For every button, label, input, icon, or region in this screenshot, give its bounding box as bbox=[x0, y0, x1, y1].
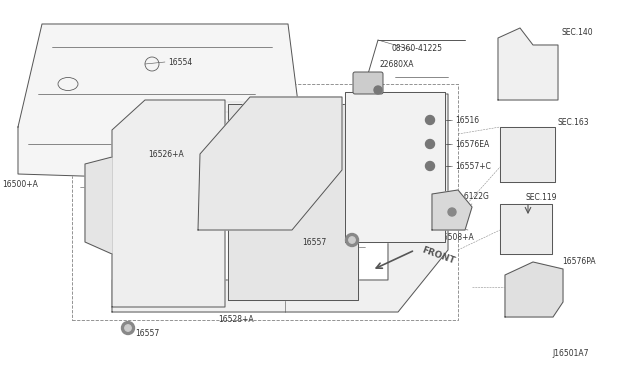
Text: SEC.119: SEC.119 bbox=[525, 192, 557, 202]
Text: 22680XA: 22680XA bbox=[380, 60, 415, 68]
Polygon shape bbox=[85, 157, 112, 254]
Text: 16576PA: 16576PA bbox=[562, 257, 596, 266]
Text: 16500+A: 16500+A bbox=[2, 180, 38, 189]
Polygon shape bbox=[505, 262, 563, 317]
Text: 08146-6122G: 08146-6122G bbox=[438, 192, 490, 201]
Text: SEC.163: SEC.163 bbox=[558, 118, 589, 126]
Circle shape bbox=[426, 161, 435, 170]
Text: SEC.140: SEC.140 bbox=[562, 28, 594, 36]
Polygon shape bbox=[500, 127, 555, 182]
Polygon shape bbox=[500, 204, 552, 254]
Text: J16501A7: J16501A7 bbox=[552, 350, 589, 359]
Polygon shape bbox=[112, 100, 225, 307]
Text: 16554: 16554 bbox=[168, 58, 192, 67]
Circle shape bbox=[346, 234, 358, 247]
Text: 16528+A: 16528+A bbox=[218, 315, 253, 324]
Text: 16546+A: 16546+A bbox=[268, 103, 304, 112]
Text: 16508+A: 16508+A bbox=[438, 232, 474, 241]
Circle shape bbox=[122, 321, 134, 334]
Text: 16576EA: 16576EA bbox=[455, 140, 489, 148]
Circle shape bbox=[374, 86, 382, 94]
Polygon shape bbox=[198, 97, 342, 230]
Circle shape bbox=[448, 208, 456, 216]
Polygon shape bbox=[18, 24, 302, 180]
Text: 16516: 16516 bbox=[455, 115, 479, 125]
FancyBboxPatch shape bbox=[353, 72, 383, 94]
Text: 16557: 16557 bbox=[135, 330, 159, 339]
Circle shape bbox=[426, 115, 435, 125]
Polygon shape bbox=[345, 92, 445, 242]
Polygon shape bbox=[498, 28, 558, 100]
Text: 08360-41225: 08360-41225 bbox=[392, 44, 443, 52]
Circle shape bbox=[349, 237, 355, 243]
Text: 16526+A: 16526+A bbox=[148, 150, 184, 158]
Text: FRONT: FRONT bbox=[420, 246, 456, 266]
Polygon shape bbox=[112, 94, 448, 312]
Polygon shape bbox=[432, 190, 472, 230]
Text: 16557+C: 16557+C bbox=[455, 161, 491, 170]
Text: (1): (1) bbox=[455, 208, 463, 212]
Polygon shape bbox=[228, 104, 358, 300]
Circle shape bbox=[125, 325, 131, 331]
Text: 16557: 16557 bbox=[302, 237, 326, 247]
Circle shape bbox=[426, 140, 435, 148]
